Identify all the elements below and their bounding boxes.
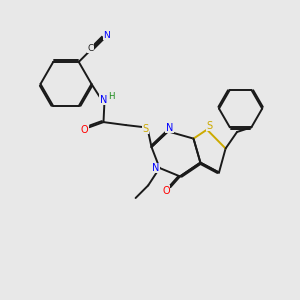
Text: C: C [87, 44, 93, 53]
Text: N: N [166, 123, 173, 133]
Text: N: N [152, 163, 160, 173]
Text: O: O [162, 185, 170, 196]
Text: O: O [81, 124, 88, 135]
Text: H: H [108, 92, 115, 101]
Text: S: S [206, 121, 212, 131]
Text: N: N [100, 95, 107, 105]
Text: N: N [103, 31, 110, 40]
Text: S: S [142, 124, 148, 134]
